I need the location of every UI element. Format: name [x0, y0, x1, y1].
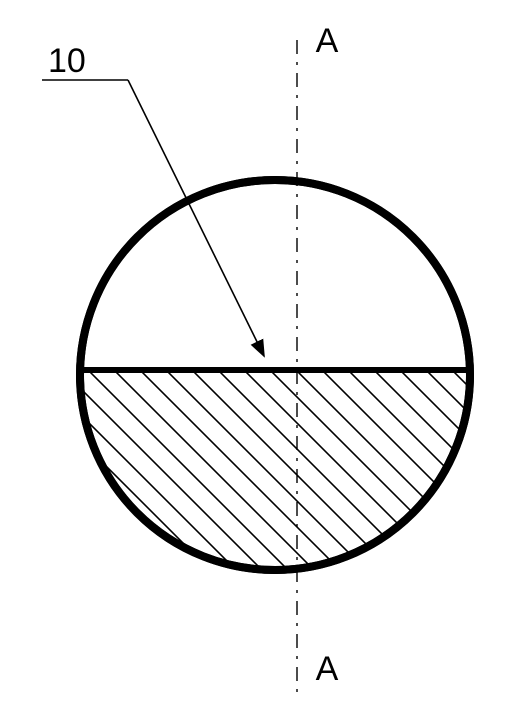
leader-number: 10 — [48, 42, 86, 80]
section-label-top: A — [316, 22, 339, 60]
diagram-svg: A A 10 — [0, 0, 524, 704]
figure-canvas: { "diagram": { "type": "engineering-sect… — [0, 0, 524, 704]
section-label-bottom: A — [316, 650, 339, 688]
